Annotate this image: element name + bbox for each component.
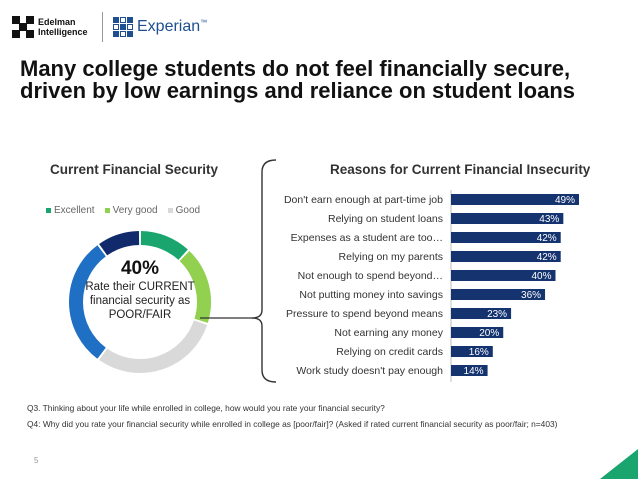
- donut-center-value: 40%: [120, 258, 160, 279]
- legend-label-good: Good: [175, 205, 201, 216]
- bar-value-label: 23%: [487, 309, 507, 320]
- bar: [451, 213, 564, 224]
- experian-logo-text: Experian™: [137, 18, 208, 35]
- bar-value-label: 36%: [521, 290, 541, 301]
- bar-value-label: 43%: [539, 214, 559, 225]
- donut-slice-excellent: [140, 231, 188, 261]
- legend-item-very-good: Very good: [104, 205, 158, 216]
- bar: [451, 251, 561, 262]
- bar-value-label: 42%: [537, 233, 557, 244]
- bar-chart-title: Reasons for Current Financial Insecurity: [330, 162, 591, 177]
- bar-value-label: 16%: [469, 347, 489, 358]
- bar-value-label: 49%: [555, 195, 575, 206]
- donut-legend: Excellent Very good Good: [46, 205, 200, 216]
- bar: [451, 308, 512, 319]
- bar-category-label: Work study doesn't pay enough: [296, 365, 443, 377]
- header-logos: Edelman Intelligence Experian™: [12, 10, 207, 44]
- bar-value-label: 14%: [464, 366, 484, 377]
- legend-label-very-good: Very good: [112, 205, 158, 216]
- donut-slice-good: [99, 320, 208, 373]
- bar: [451, 232, 561, 243]
- donut-slice-poor: [99, 231, 140, 256]
- bar-category-label: Not putting money into savings: [299, 289, 443, 301]
- donut-center-label: 40% Rate their CURRENT financial securit…: [80, 258, 200, 322]
- bar-value-label: 42%: [537, 252, 557, 263]
- edelman-logo-icon: [12, 16, 34, 38]
- bar: [451, 365, 488, 376]
- donut-chart: [69, 231, 211, 373]
- donut-slice-very-good: [179, 250, 211, 323]
- logo-divider: [102, 12, 103, 42]
- legend-swatch-excellent: [46, 208, 51, 213]
- bar-value-label: 20%: [479, 328, 499, 339]
- corner-triangle-icon: [600, 449, 638, 479]
- legend-swatch-very-good: [104, 208, 110, 213]
- bar-category-label: Expenses as a student are too…: [291, 232, 443, 244]
- bar-category-label: Relying on student loans: [328, 213, 443, 225]
- bar-category-label: Relying on credit cards: [336, 346, 443, 358]
- bar: [451, 346, 493, 357]
- bar: [451, 327, 504, 338]
- legend-swatch-good: [167, 208, 173, 213]
- page-title: Many college students do not feel financ…: [20, 56, 576, 103]
- page-number: 5: [34, 456, 39, 465]
- edelman-logo-text: Edelman Intelligence: [38, 17, 88, 37]
- bar-value-label: 40%: [531, 271, 551, 282]
- bar: [451, 194, 579, 205]
- bar: [451, 270, 556, 281]
- donut-chart-title: Current Financial Security: [50, 162, 219, 177]
- bar: [451, 289, 546, 300]
- bar-category-label: Pressure to spend beyond means: [286, 308, 443, 320]
- legend-item-excellent: Excellent: [46, 205, 95, 216]
- bar-category-label: Don't earn enough at part-time job: [284, 194, 443, 206]
- footnote-q4: Q4: Why did you rate your financial secu…: [27, 419, 558, 429]
- legend-label-excellent: Excellent: [54, 205, 95, 216]
- donut-slice-fair: [69, 245, 107, 359]
- legend-item-good: Good: [167, 205, 201, 216]
- experian-logo-icon: [113, 17, 133, 37]
- bar-category-label: Not enough to spend beyond…: [298, 270, 443, 282]
- donut-center-caption: Rate their CURRENT financial security as…: [85, 281, 195, 321]
- bar-category-label: Not earning any money: [334, 327, 443, 339]
- bar-category-label: Relying on my parents: [339, 251, 443, 263]
- footnote-q3: Q3. Thinking about your life while enrol…: [27, 403, 385, 413]
